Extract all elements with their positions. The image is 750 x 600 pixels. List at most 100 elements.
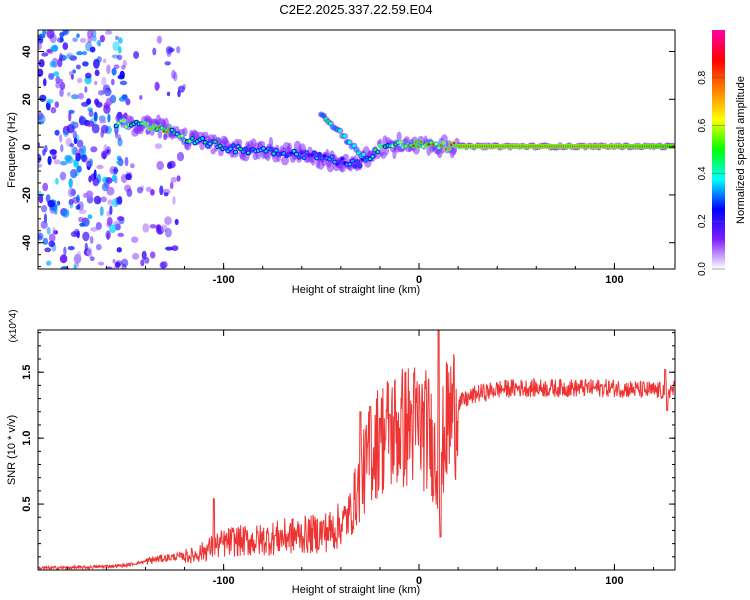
heatmap-ridge-core [312,151,316,154]
heatmap-noise-blob [112,259,116,264]
heatmap-noise-blob [117,232,124,237]
heatmap-noise-blob [133,51,140,59]
heatmap-ridge-core [416,145,420,148]
colorbar-tick-label: 0.4 [697,166,708,180]
heatmap-ridge-core [269,148,273,151]
heatmap-noise-blob [76,251,81,259]
heatmap-ridge-core [190,137,194,140]
heatmap-ridge-core [201,137,204,140]
heatmap-noise-blob [75,152,81,162]
heatmap-noise-blob [59,81,66,91]
heatmap-noise-blob [59,254,68,264]
heatmap-noise-blob [149,224,157,229]
heatmap-noise-blob [69,203,74,209]
heatmap-noise-blob [76,139,84,148]
heatmap-noise-blob [46,49,53,53]
heatmap-noise-blob [176,46,181,54]
heatmap-noise-blob [154,81,160,92]
heatmap-noise-blob [87,35,93,44]
heatmap-noise-blob [62,42,69,50]
heatmap-noise-blob [38,163,43,168]
snr-panel: -100 0 100 0.5 1.0 1.5 (x10^4) Height of str… [6,309,676,596]
heatmap-panel: -100 0 100 -40 -20 0 20 40 Height of straight … [6,29,676,296]
heatmap-noise-blob [72,130,78,140]
heatmap-noise-blob [90,146,98,153]
heatmap-branch-blob [338,128,343,133]
heatmap-noise-blob [81,101,89,107]
heatmap-noise-blob [99,119,107,124]
heatmap-noise-blob [89,46,96,53]
heatmap-noise-blob [67,91,71,97]
heatmap-noise-blob [101,150,108,160]
heatmap-noise-blob [68,109,75,114]
heatmap-noise-blob [90,227,98,232]
heatmap-branch-blob [328,121,333,126]
heatmap-noise-blob [174,218,179,226]
heatmap-noise-blob [95,243,102,251]
heatmap-noise-blob [75,205,81,210]
snr-series-line [38,330,675,570]
heatmap-noise-blob [156,160,164,171]
heatmap-noise-blob [55,177,59,185]
heatmap-noise-blob [54,129,60,136]
heatmap-noise-blob [76,51,83,56]
heatmap-noise-blob [68,111,72,122]
heatmap-noise-blob [44,247,52,253]
heatmap-ridge-core [348,162,352,166]
colorbar-tick-label: 0.2 [697,214,708,228]
heatmap-noise-blob [116,160,123,165]
heatmap-noise-blob [93,58,100,69]
heatmap-noise-blob [78,201,84,211]
heatmap-ridge-core [114,124,118,128]
heatmap-noise-blob [38,234,42,240]
heatmap-noise-blob [93,195,102,205]
heatmap-noise-blob [165,246,174,251]
heatmap-noise-blob [97,261,105,266]
heatmap-noise-blob [81,145,87,153]
heatmap-x-axis-label: Height of straight line (km) [292,284,420,296]
heatmap-noise-blob [171,245,179,252]
heatmap-noise-blob [62,30,68,36]
heatmap-noise-blob [50,45,58,50]
heatmap-x-axis: -100 0 100 [66,263,655,286]
heatmap-noise-blob [61,208,70,218]
heatmap-ridge-core [246,151,250,155]
heatmap-noise-blob [38,142,41,147]
heatmap-ridge-core [170,128,174,132]
heatmap-noise-blob [43,78,47,87]
heatmap-ridge-core [175,132,179,136]
heatmap-branch-blob [352,144,357,148]
y-tick-label: 40 [21,45,33,57]
snr-y-multiplier: (x10^4) [8,309,19,342]
y-tick-label: 0.5 [21,496,33,511]
heatmap-ridge-core [239,147,243,151]
heatmap-noise-blob [94,80,98,86]
heatmap-noise-blob [164,216,172,226]
heatmap-noise-blob [81,154,88,163]
heatmap-noise-blob [122,59,127,68]
x-tick-label: -100 [213,575,235,587]
heatmap-noise-blob [79,37,87,43]
heatmap-noise-blob [73,264,77,269]
heatmap-noise-blob [173,71,178,82]
heatmap-noise-blob [88,109,94,118]
heatmap-frame [37,29,676,270]
heatmap-noise-blob [101,89,109,95]
heatmap-noise-blob [112,168,119,173]
heatmap-ridge-core [152,124,156,128]
heatmap-noise-blob [91,30,97,38]
heatmap-noise-blob [48,240,55,247]
heatmap-ridge-core [229,147,232,151]
heatmap-ridge-core [292,149,296,153]
heatmap-noise-blob [101,76,107,87]
heatmap-noise-blob [53,71,60,77]
heatmap-noise-blob [92,177,100,187]
heatmap-noise-blob [41,52,49,57]
heatmap-noise-blob [86,120,95,127]
heatmap-y-axis-label: Frequency (Hz) [6,112,18,188]
heatmap-noise-blob [118,37,123,44]
heatmap-noise-blob [82,61,89,67]
heatmap-ridge-halo [281,156,289,166]
heatmap-noise-blob [38,112,44,121]
